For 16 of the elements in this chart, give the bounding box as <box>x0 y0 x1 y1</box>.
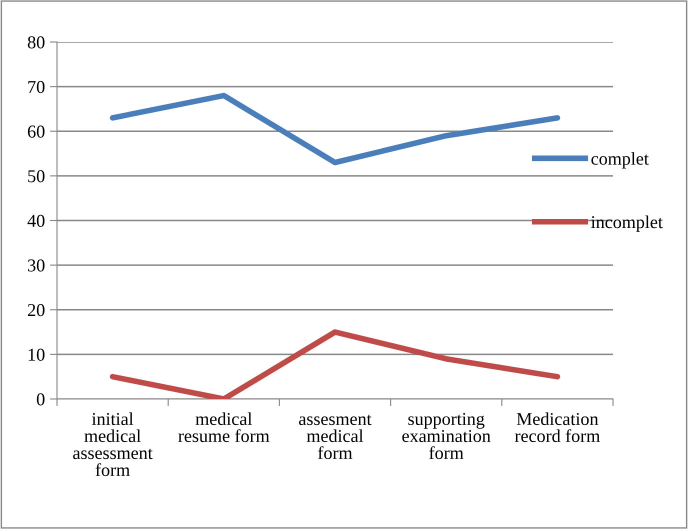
y-tick-label: 10 <box>28 348 45 361</box>
legend-label: incomplet <box>591 216 663 232</box>
y-tick-label: 20 <box>28 304 45 316</box>
x-tick-label: initial medical assessment form <box>73 412 153 476</box>
x-tick-label: medical resume form <box>178 412 270 442</box>
y-tick-label: 60 <box>28 126 45 138</box>
x-tick-label: supporting examination form <box>402 412 491 460</box>
y-tick-label: 40 <box>27 214 45 227</box>
y-tick-label: 70 <box>28 80 45 94</box>
x-tick-label: Medication record form <box>514 412 600 442</box>
y-tick-label: 50 <box>28 170 45 182</box>
y-tick-label: 0 <box>36 393 45 406</box>
y-tick-label: 80 <box>28 36 45 48</box>
x-tick-label: assesment medical form <box>299 414 372 460</box>
y-tick-label: 30 <box>28 259 45 272</box>
legend-label: complet <box>591 152 649 168</box>
